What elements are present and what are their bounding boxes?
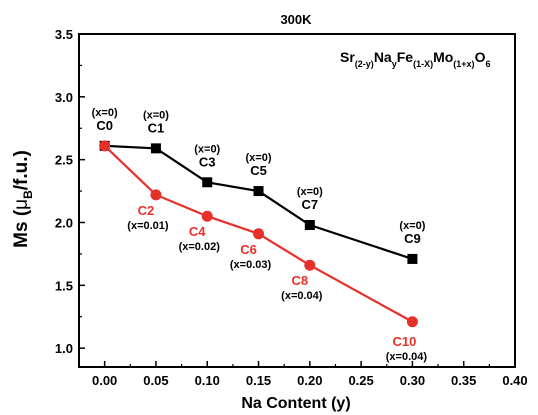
y-tick-label: 1.5 [55,278,73,293]
point-label: C7 [302,197,319,212]
y-tick-label: 3.0 [55,90,73,105]
formula-subscript: (1+x) [453,59,474,69]
formula-element: Na [374,49,392,65]
series-line [104,144,413,260]
data-point [253,186,264,197]
formula-element: O [475,49,486,65]
point-sublabel: (x=0.03) [230,259,272,271]
data-point [150,189,162,201]
point-sublabel: (x=0) [143,109,169,121]
data-point [406,316,418,328]
y-tick-label: 1.0 [55,341,73,356]
x-axis-ticks: 0.00 0.05 0.10 0.15 0.20 0.25 0.30 0.35 0.40 [92,361,528,388]
x-tick-label: 0.20 [297,373,322,388]
y-tick-label: 2.0 [55,215,73,230]
data-point [407,253,418,264]
series-1: C2 (x=0.01) C4 (x=0.02) C6 (x=0.03) C8 (x=0.04)… [99,140,428,363]
x-tick-label: 0.00 [92,373,117,388]
point-label: C1 [148,120,165,135]
formula-annotation: Sr(2-y)NayFe(1-X)Mo(1+x)O6 [340,49,490,69]
formula-element: Mo [433,49,453,65]
series-0: (x=0)C0(x=0)C1(x=0)C3 (x=0)C5(x=0)C7(x=0)… [92,107,426,264]
point-sublabel: (x=0.04) [281,290,323,302]
y-tick-label: 3.5 [55,27,73,42]
point-sublabel: (x=0.04) [386,351,428,363]
formula-element: Sr [340,49,355,65]
series-line [103,145,413,323]
y-title-rest: /f.u.) [11,150,32,190]
x-tick-label: 0.05 [143,373,168,388]
x-tick-label: 0.25 [348,373,373,388]
chart-title: 300K [280,12,312,27]
x-tick-label: 0.15 [246,373,271,388]
x-tick-label: 0.40 [502,373,527,388]
series-layer: (x=0)C0(x=0)C1(x=0)C3 (x=0)C5(x=0)C7(x=0)… [92,107,428,363]
y-axis-ticks: 1.0 1.5 2.0 2.5 3.0 3.5 [55,27,85,356]
data-point [150,143,161,154]
point-sublabel: (x=0) [92,107,118,119]
data-point [201,210,213,222]
point-sublabel: (x=0) [246,152,272,164]
point-sublabel: (x=0) [194,143,220,155]
data-point [304,220,315,231]
point-sublabel: (x=0.01) [127,220,169,232]
data-point [304,259,316,271]
point-sublabel: (x=0) [399,220,425,232]
x-tick-label: 0.10 [195,373,220,388]
point-label: C5 [250,163,267,178]
point-label: C10 [392,334,416,349]
point-sublabel: (x=0) [297,186,323,198]
point-label: C0 [96,118,113,133]
point-label: C4 [189,224,206,239]
point-sublabel: (x=0.02) [179,241,221,253]
formula-subscript: (1-X) [413,59,433,69]
y-title-part: Ms ( [11,209,32,248]
point-label: C3 [199,154,216,169]
plot-frame [78,33,516,368]
formula-element: Fe [397,49,414,65]
data-point [253,228,265,240]
y-title-mu-sub: B [21,190,35,199]
x-tick-label: 0.35 [451,373,476,388]
y-tick-label: 2.5 [55,153,73,168]
data-point [99,140,111,152]
point-label: C2 [138,203,155,218]
point-label: C6 [240,242,257,257]
x-tick-label: 0.30 [400,373,425,388]
data-point [202,177,213,188]
x-axis-title: Na Content (y) [241,395,350,412]
y-title-mu: μ [11,199,32,210]
formula-subscript: 6 [485,59,490,69]
point-label: C8 [292,273,309,288]
formula-subscript: y [392,59,397,69]
y-axis-title: Ms (μB/f.u.) [11,150,35,248]
point-label: C9 [404,231,421,246]
formula-subscript: (2-y) [355,59,374,69]
